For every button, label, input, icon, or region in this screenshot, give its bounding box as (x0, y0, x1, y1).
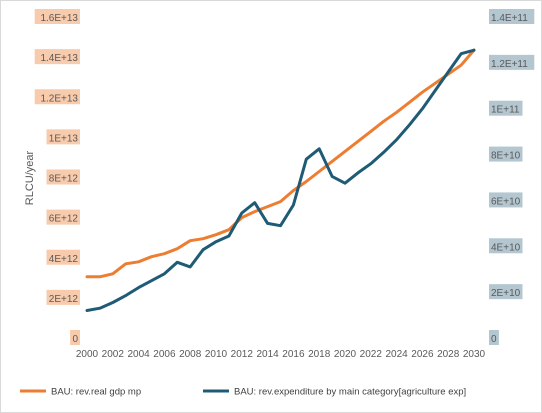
left-y-tick-label: 6E+12 (49, 214, 79, 225)
x-tick-label: 2018 (308, 349, 331, 360)
legend-label: BAU: rev.real gdp mp (51, 387, 141, 398)
x-tick-label: 2014 (256, 349, 279, 360)
left-y-tick-label: 1.6E+13 (40, 13, 78, 24)
right-y-tick-label: 6E+10 (491, 196, 521, 207)
left-y-tick-label: 1.4E+13 (40, 53, 78, 64)
series-line-agriculture-exp (85, 48, 476, 312)
left-tick-highlight (46, 289, 80, 305)
x-tick-label: 2024 (385, 349, 408, 360)
left-tick-highlight (34, 89, 80, 105)
right-tick-highlight (489, 284, 523, 300)
left-y-tick-label: 8E+12 (49, 174, 79, 185)
left-y-tick-label: 1E+13 (49, 133, 79, 144)
right-tick-highlight (489, 9, 535, 24)
x-tick-label: 2022 (360, 349, 383, 360)
left-tick-highlight (34, 49, 80, 65)
legend-label: BAU: rev.expenditure by main category[ag… (234, 387, 466, 398)
right-tick-highlight (489, 54, 535, 70)
x-tick-label: 2028 (437, 349, 460, 360)
right-y-tick-label: 4E+10 (491, 242, 521, 253)
left-tick-highlight (46, 129, 80, 145)
x-tick-label: 2026 (411, 349, 434, 360)
left-tick-highlight (46, 209, 80, 225)
left-y-tick-label: 1.2E+13 (40, 93, 78, 104)
right-tick-highlight (489, 100, 523, 116)
right-y-tick-label: 2E+10 (491, 288, 521, 299)
left-y-tick-label: 0 (72, 334, 78, 345)
series-line-real-gdp (85, 48, 476, 279)
left-tick-highlight (46, 249, 80, 265)
x-tick-label: 2020 (334, 349, 357, 360)
x-tick-label: 2006 (153, 349, 176, 360)
x-tick-label: 2010 (205, 349, 228, 360)
x-tick-label: 2008 (179, 349, 202, 360)
right-y-tick-label: 8E+10 (491, 151, 521, 162)
x-tick-label: 2016 (282, 349, 305, 360)
x-tick-label: 2000 (76, 349, 99, 360)
left-y-tick-label: 4E+12 (49, 254, 79, 265)
right-tick-highlight (489, 330, 499, 345)
right-y-tick-label: 1.4E+11 (491, 13, 528, 24)
right-y-tick-label: 1.2E+11 (491, 59, 528, 70)
left-y-tick-label: 2E+12 (49, 294, 79, 305)
x-tick-label: 2030 (463, 349, 486, 360)
right-tick-highlight (489, 238, 523, 254)
x-tick-label: 2002 (102, 349, 125, 360)
right-tick-highlight (489, 146, 523, 162)
x-tick-label: 2004 (127, 349, 150, 360)
right-y-tick-label: 1E+11 (491, 105, 520, 116)
left-tick-highlight (70, 330, 80, 345)
left-tick-highlight (46, 169, 80, 185)
right-y-tick-label: 0 (491, 334, 497, 345)
left-tick-highlight (34, 9, 80, 24)
x-tick-label: 2012 (231, 349, 254, 360)
right-tick-highlight (489, 192, 523, 208)
y-axis-label-left: RLCU/year (24, 150, 36, 205)
